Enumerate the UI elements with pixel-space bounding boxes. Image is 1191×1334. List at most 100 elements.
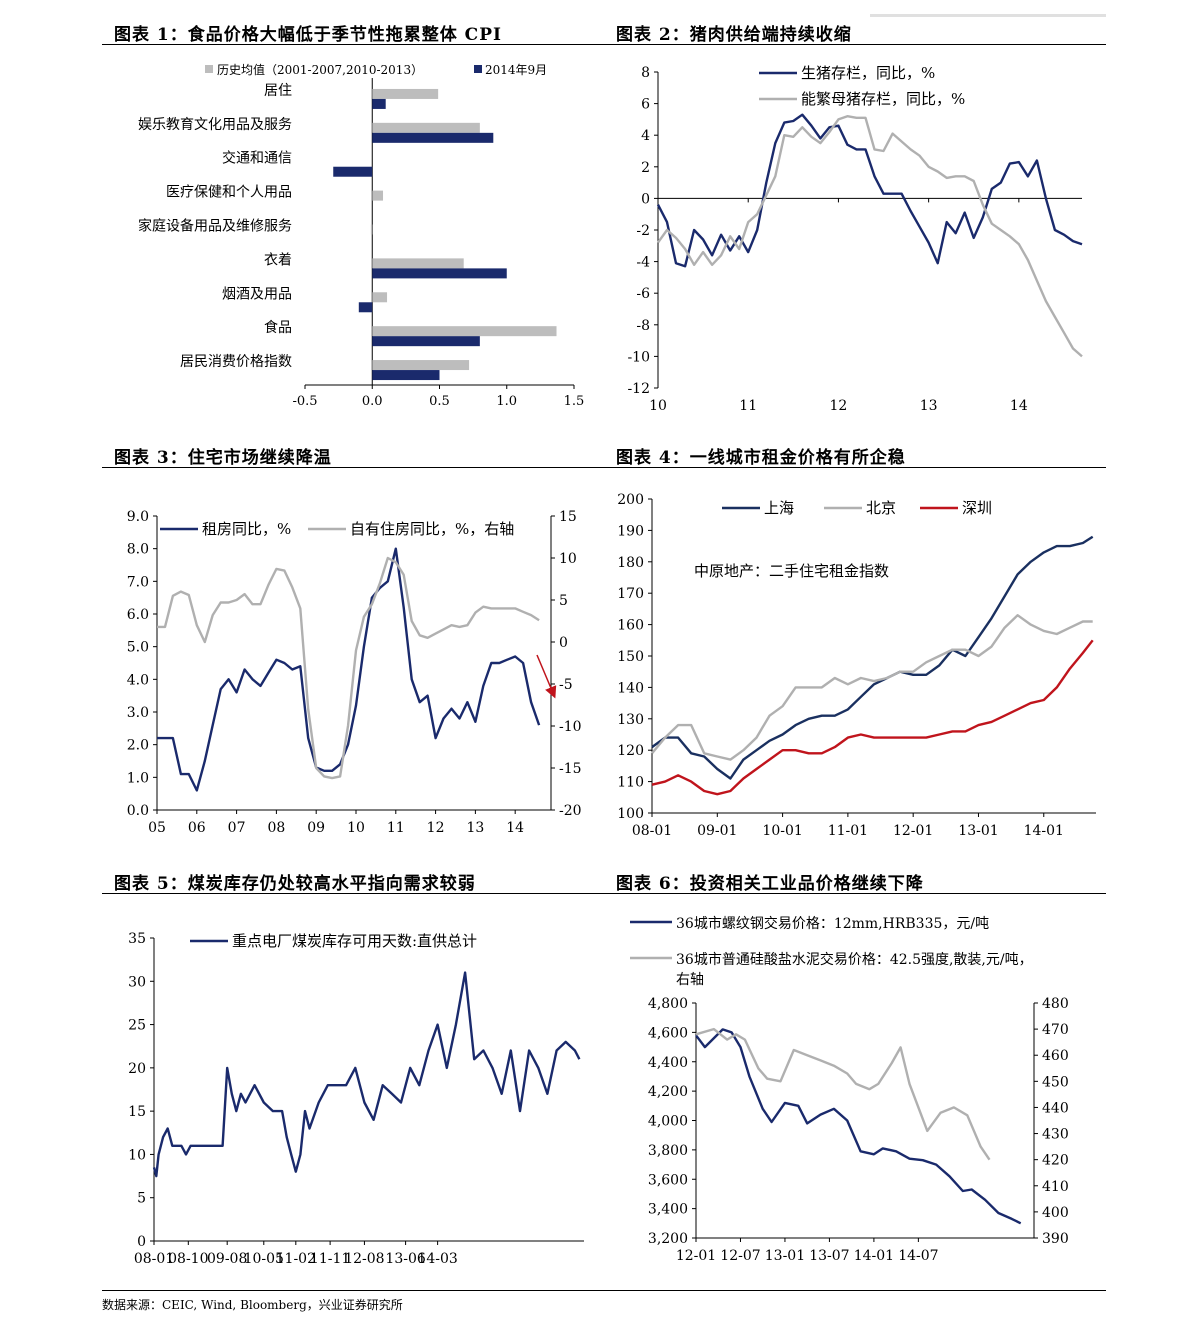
y-tick-label: 6.0 xyxy=(127,607,149,623)
legend-label-hist: 历史均值（2001-2007,2010-2013） xyxy=(217,62,423,77)
x-tick-label: 05 xyxy=(148,820,166,836)
legend-label: 租房同比，% xyxy=(202,520,291,538)
bar xyxy=(372,122,480,133)
y-tick-label: 35 xyxy=(128,931,146,947)
x-tick-label: 10 xyxy=(347,820,365,836)
x-tick-label: 06 xyxy=(188,820,206,836)
series-line xyxy=(651,535,1094,780)
x-tick-label: 14-03 xyxy=(417,1251,457,1267)
series-line xyxy=(657,115,1083,358)
bar xyxy=(372,292,388,303)
series-line xyxy=(656,113,1083,268)
y-right-tick-label: 15 xyxy=(559,509,577,525)
x-tick-label: 09 xyxy=(307,820,325,836)
bar xyxy=(372,336,480,347)
bar xyxy=(372,268,507,279)
x-tick-label: 08 xyxy=(267,820,285,836)
category-label: 交通和通信 xyxy=(222,150,292,167)
category-label: 居民消费价格指数 xyxy=(180,354,292,370)
y-tick-label: 25 xyxy=(128,1018,146,1034)
y-tick-label: 3,200 xyxy=(648,1231,688,1247)
y-right-tick-label: 460 xyxy=(1042,1048,1069,1064)
y-tick-label: -4 xyxy=(636,255,650,271)
trend-arrow xyxy=(536,654,557,699)
series-line xyxy=(651,639,1094,796)
x-tick-label: 13 xyxy=(920,398,938,414)
x-tick-label: 14-07 xyxy=(898,1248,938,1264)
legend-label-cement-line1: 36城市普通硅酸盐水泥交易价格：42.5强度,散装,元/吨， xyxy=(676,951,1033,968)
y-tick-label: 15 xyxy=(128,1104,146,1120)
y-tick-label: 4 xyxy=(641,128,650,144)
series-line xyxy=(157,556,540,780)
y-right-tick-label: 10 xyxy=(559,551,577,567)
y-right-tick-label: 0 xyxy=(559,635,568,651)
y-tick-label: 5 xyxy=(137,1191,146,1207)
x-tick-label: 12-08 xyxy=(344,1251,384,1267)
y-tick-label: -12 xyxy=(627,381,650,397)
x-tick-label: 0.5 xyxy=(429,394,450,409)
category-label: 烟酒及用品 xyxy=(222,286,292,302)
x-tick-label: 14 xyxy=(506,820,524,836)
y-tick-label: 10 xyxy=(128,1147,146,1163)
chart-cpi-components: 历史均值（2001-2007,2010-2013） 2014年9月 -0.5 0.0 0… xyxy=(138,62,585,409)
y-tick-label: 2 xyxy=(641,160,650,176)
y-right-tick-label: -20 xyxy=(559,803,582,819)
title-rule-1 xyxy=(102,44,1106,45)
x-tick-label: 12 xyxy=(427,820,445,836)
x-tick-label: 1.5 xyxy=(564,394,585,409)
y-tick-label: 8.0 xyxy=(127,542,149,558)
series-line xyxy=(695,1027,991,1161)
series-line xyxy=(651,614,1093,761)
legend-label: 生猪存栏，同比，% xyxy=(801,64,935,82)
x-tick-label: 13-06 xyxy=(385,1251,425,1267)
x-tick-label: 10 xyxy=(649,398,667,414)
y-tick-label: 4,000 xyxy=(648,1114,688,1130)
y-right-tick-label: 5 xyxy=(559,593,568,609)
y-tick-label: -10 xyxy=(627,349,650,365)
y-tick-label: 3,600 xyxy=(648,1172,688,1188)
series-line xyxy=(157,547,541,792)
x-tick-label: 11-01 xyxy=(828,823,868,839)
y-tick-label: 110 xyxy=(617,775,644,791)
y-tick-label: 4,200 xyxy=(648,1084,688,1100)
y-tick-label: 6 xyxy=(641,97,650,113)
x-tick-label: 14-01 xyxy=(1024,823,1064,839)
y-tick-label: 190 xyxy=(617,523,644,539)
y-right-tick-label: -10 xyxy=(559,719,582,735)
y-right-tick-label: 420 xyxy=(1042,1153,1069,1169)
x-tick-label: 14 xyxy=(1010,398,1028,414)
bottom-rule xyxy=(102,1290,1106,1291)
panel-title-3: 图表 3：住宅市场继续降温 xyxy=(114,448,332,468)
data-source: 数据来源：CEIC, Wind, Bloomberg，兴业证券研究所 xyxy=(102,1298,403,1312)
x-tick-label: 07 xyxy=(228,820,246,836)
x-tick-label: 11-02 xyxy=(276,1251,316,1267)
bar xyxy=(333,166,373,177)
y-tick-label: 160 xyxy=(617,618,644,634)
legend-label-rebar: 36城市螺纹钢交易价格：12mm,HRB335，元/吨 xyxy=(676,915,989,932)
chart-industrial-prices: 4,800 4,600 4,400 4,200 4,000 3,800 3,600 3,400… xyxy=(630,915,1069,1264)
chart-coal-inventory: 3530252015105008-0108-1009-0810-0511-021… xyxy=(128,931,584,1267)
y-tick-label: 120 xyxy=(617,743,644,759)
top-rule xyxy=(870,14,1106,17)
y-right-tick-label: 440 xyxy=(1042,1100,1069,1116)
bar xyxy=(372,88,439,99)
y-tick-label: 4,400 xyxy=(648,1055,688,1071)
category-label: 家庭设备用品及维修服务 xyxy=(138,218,292,235)
bar xyxy=(372,98,386,109)
panel-title-5: 图表 5：煤炭库存仍处较高水平指向需求较弱 xyxy=(114,874,476,894)
x-tick-label: 12 xyxy=(830,398,848,414)
x-tick-label: 09-08 xyxy=(207,1251,247,1267)
y-tick-label: 3.0 xyxy=(127,705,149,721)
legend-label: 深圳 xyxy=(962,499,992,517)
series-line xyxy=(152,971,581,1178)
y-tick-label: 150 xyxy=(617,649,644,665)
x-tick-label: 12-01 xyxy=(676,1248,716,1264)
x-tick-label: 0.0 xyxy=(362,394,383,409)
y-tick-label: 3,400 xyxy=(648,1202,688,1218)
x-tick-label: 13 xyxy=(466,820,484,836)
bar xyxy=(372,360,470,371)
y-tick-label: 1.0 xyxy=(127,770,149,786)
x-tick-label: 13-01 xyxy=(958,823,998,839)
